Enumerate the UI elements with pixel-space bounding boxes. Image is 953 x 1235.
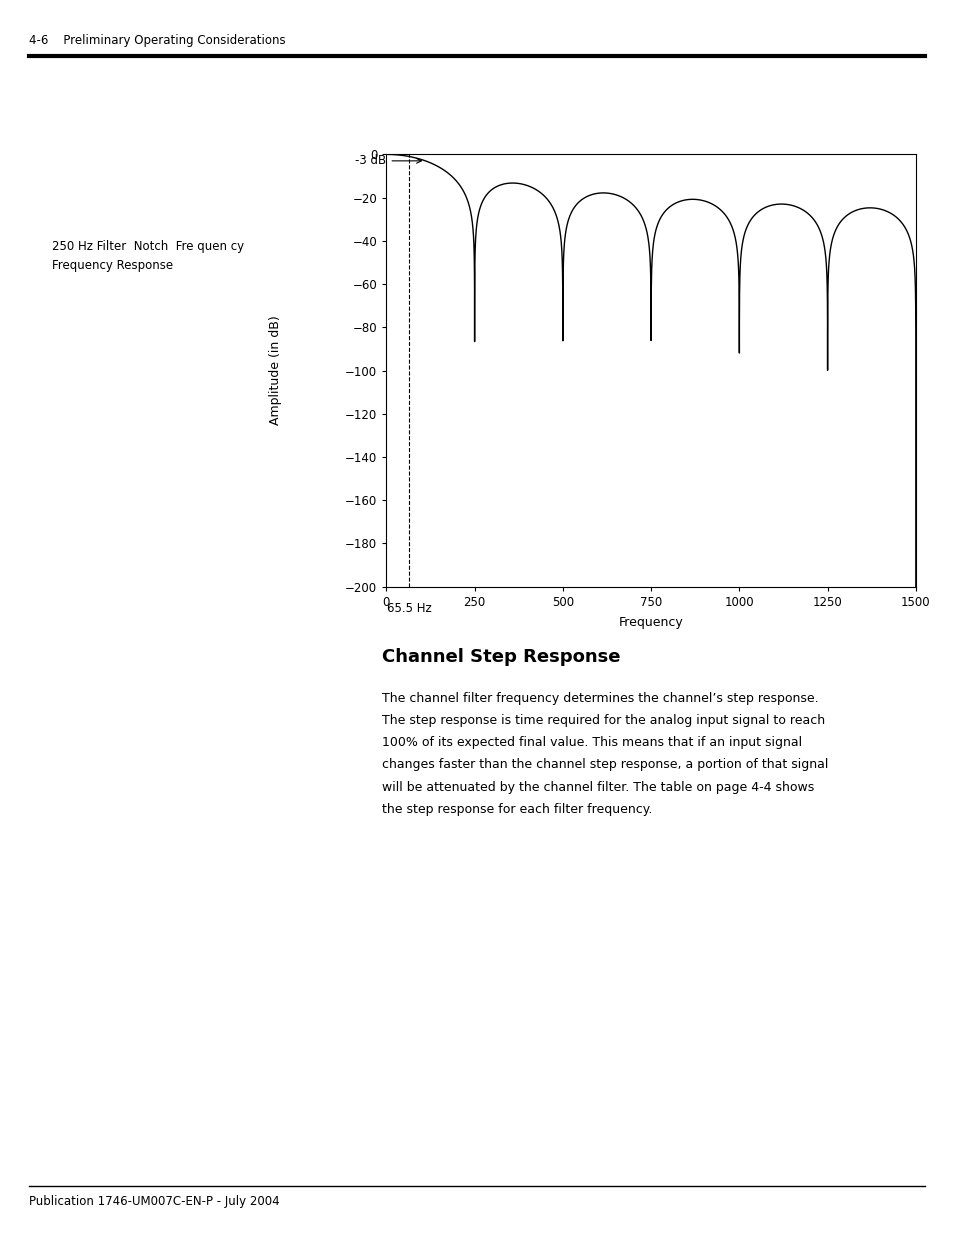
Text: will be attenuated by the channel filter. The table on page 4-4 shows: will be attenuated by the channel filter… xyxy=(381,781,813,794)
X-axis label: Frequency: Frequency xyxy=(618,615,682,629)
Text: 250 Hz Filter  Notch  Fre quen cy: 250 Hz Filter Notch Fre quen cy xyxy=(52,240,244,253)
Text: The channel filter frequency determines the channel’s step response.: The channel filter frequency determines … xyxy=(381,692,818,705)
Text: -3 dB: -3 dB xyxy=(355,154,421,168)
Text: Publication 1746-UM007C-EN-P - July 2004: Publication 1746-UM007C-EN-P - July 2004 xyxy=(29,1194,279,1208)
Text: The step response is time required for the analog input signal to reach: The step response is time required for t… xyxy=(381,714,823,727)
Text: 100% of its expected final value. This means that if an input signal: 100% of its expected final value. This m… xyxy=(381,736,801,750)
Text: changes faster than the channel step response, a portion of that signal: changes faster than the channel step res… xyxy=(381,758,827,772)
Text: Amplitude (in dB): Amplitude (in dB) xyxy=(269,316,281,425)
Text: 4-6    Preliminary Operating Considerations: 4-6 Preliminary Operating Considerations xyxy=(29,33,285,47)
Text: Frequency Response: Frequency Response xyxy=(52,258,173,272)
Text: 65.5 Hz: 65.5 Hz xyxy=(387,601,432,615)
Text: Channel Step Response: Channel Step Response xyxy=(381,648,619,667)
Text: the step response for each filter frequency.: the step response for each filter freque… xyxy=(381,803,651,816)
